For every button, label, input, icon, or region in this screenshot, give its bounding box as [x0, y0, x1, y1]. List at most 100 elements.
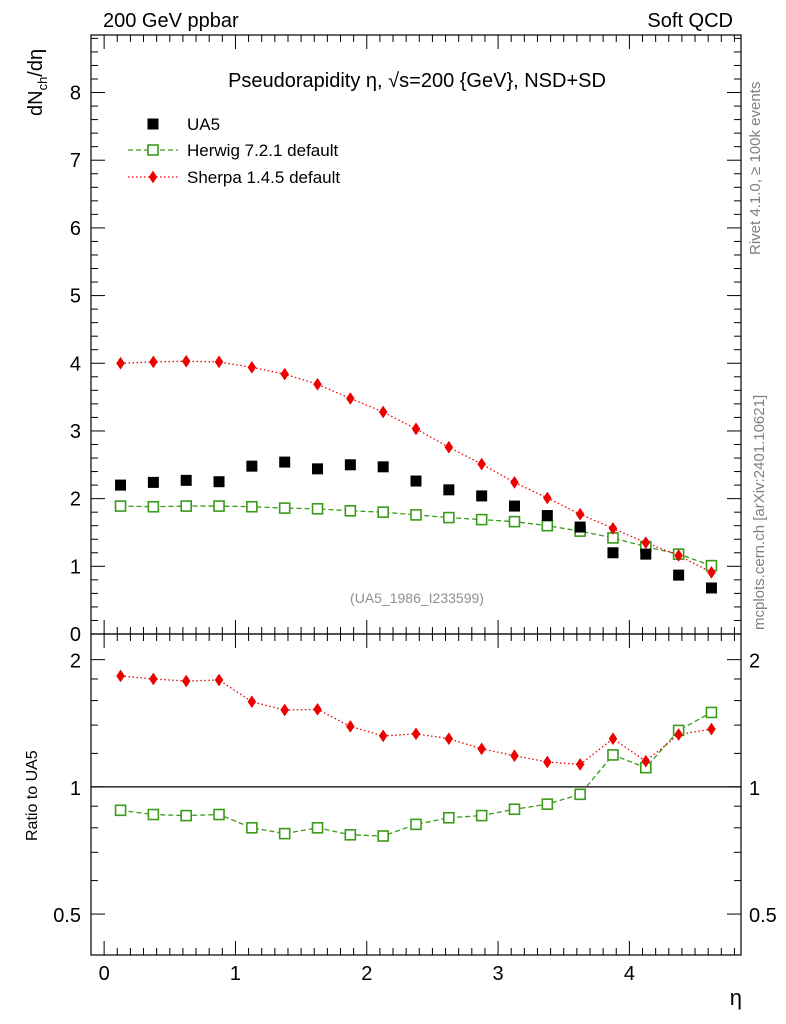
ratio-axis-ticks: 0.5 0.5 1 1 2 2 0 1 2 3 4	[53, 634, 777, 985]
ua5-point	[246, 460, 258, 472]
sherpa-ratio-point	[346, 719, 355, 733]
herwig-point	[147, 500, 160, 513]
ua5-point	[410, 475, 422, 487]
sherpa-ratio-point	[674, 728, 683, 741]
legend-sherpa-marker	[148, 170, 158, 184]
sherpa-ratio-point	[477, 742, 486, 756]
sherpa-point	[116, 356, 125, 370]
ua5-point	[312, 463, 324, 475]
herwig-ratio-point	[508, 803, 521, 816]
sherpa-point	[313, 377, 322, 391]
x-axis-label: η	[730, 985, 742, 1010]
main-panel: 0 1 2 3 4 5 6 7 8 Pseudorapidity η, √s=200 {GeV}…	[25, 34, 742, 646]
sherpa-point	[346, 392, 355, 405]
sherpa-ratio-point	[575, 757, 585, 771]
sherpa-point	[444, 440, 454, 454]
ratio-series	[114, 669, 718, 842]
sherpa-ratio-line	[120, 675, 712, 766]
herwig-point	[180, 500, 193, 512]
herwig-point	[541, 519, 554, 532]
sherpa-ratio-point	[707, 722, 716, 736]
sherpa-ratio-point	[116, 669, 125, 683]
herwig-point	[377, 506, 389, 518]
ua5-point	[147, 476, 159, 488]
legend-herwig-label: Herwig 7.2.1 default	[187, 141, 338, 160]
legend: UA5 Herwig 7.2.1 default Sherpa 1.4.5 defa…	[128, 115, 340, 187]
main-ytick-label: 7	[70, 150, 81, 172]
herwig-ratio-point	[344, 829, 357, 841]
header-left: 200 GeV ppbar	[103, 10, 239, 32]
main-ytick-label: 5	[70, 286, 81, 308]
herwig-ratio-point	[147, 808, 160, 821]
ua5-point	[640, 548, 652, 560]
herwig-point	[410, 509, 422, 521]
sherpa-point	[477, 457, 486, 471]
sherpa-point	[674, 549, 683, 562]
herwig-point	[508, 515, 521, 528]
ratio-ytick-label-right: 2	[749, 651, 760, 673]
ua5-point	[377, 461, 389, 473]
ua5-point	[508, 500, 520, 512]
herwig-ratio-point	[246, 821, 258, 834]
herwig-ratio-point	[311, 821, 324, 834]
ua5-point	[541, 510, 553, 522]
herwig-ratio-point	[475, 809, 488, 822]
main-ytick-label: 1	[70, 556, 81, 578]
ratio-ylabel: Ratio to UA5	[24, 750, 41, 841]
sherpa-point	[641, 536, 651, 550]
main-ylabel: dNch/dη	[25, 49, 50, 116]
ua5-point	[705, 582, 717, 594]
ua5-point	[574, 521, 586, 533]
main-ytick-label: 3	[70, 421, 81, 443]
herwig-point	[278, 502, 291, 514]
ratio-xtick-label: 0	[99, 963, 110, 985]
ratio-ytick-label-left: 2	[70, 651, 81, 673]
ratio-ytick-label-left: 1	[70, 778, 81, 800]
sherpa-ratio-point	[641, 754, 651, 768]
sherpa-point	[378, 405, 388, 419]
herwig-point	[344, 505, 357, 517]
herwig-ratio-point	[410, 818, 422, 831]
legend-herwig-marker	[147, 144, 159, 156]
herwig-ratio-point	[607, 749, 619, 761]
ua5-point	[607, 547, 619, 559]
main-ytick-label: 0	[70, 624, 81, 646]
sherpa-ratio-point	[280, 703, 289, 717]
sherpa-point	[181, 354, 191, 368]
ratio-ytick-label-left: 0.5	[53, 905, 81, 927]
ua5-point	[180, 474, 192, 486]
sherpa-point	[247, 360, 257, 374]
ratio-xtick-label: 4	[624, 963, 635, 985]
ua5-point	[344, 459, 356, 471]
ua5-point	[443, 484, 455, 496]
herwig-point	[114, 500, 127, 512]
ratio-panel: 0.5 0.5 1 1 2 2 0 1 2 3 4 Ratio to UA5 η	[24, 633, 777, 1010]
sherpa-point	[543, 491, 552, 505]
herwig-point	[246, 500, 258, 513]
main-watermark: (UA5_1986_I233599)	[350, 590, 484, 606]
sherpa-ratio-point	[247, 695, 257, 709]
sherpa-ratio-point	[510, 749, 519, 763]
ua5-point	[115, 479, 127, 491]
sherpa-ratio-point	[149, 672, 158, 686]
ratio-ytick-label-right: 0.5	[749, 905, 777, 927]
sherpa-ratio-point	[444, 732, 454, 746]
sherpa-ratio-point	[608, 732, 618, 746]
sherpa-ratio-point	[543, 755, 552, 769]
sherpa-point	[510, 475, 519, 489]
main-title: Pseudorapidity η, √s=200 {GeV}, NSD+SD	[228, 70, 606, 92]
herwig-ratio-point	[114, 804, 127, 817]
ua5-point	[476, 490, 488, 502]
ua5-point	[673, 569, 685, 581]
sherpa-point	[280, 367, 289, 381]
herwig-ratio-point	[705, 706, 718, 719]
header-right: Soft QCD	[647, 10, 733, 32]
main-ytick-label: 2	[70, 489, 81, 511]
main-axis-ticks: 0 1 2 3 4 5 6 7 8	[70, 35, 741, 646]
legend-ua5-label: UA5	[187, 115, 220, 134]
sherpa-point	[149, 355, 158, 369]
ua5-point	[213, 476, 225, 488]
main-ytick-label: 6	[70, 218, 81, 240]
herwig-ratio-point	[180, 809, 193, 822]
